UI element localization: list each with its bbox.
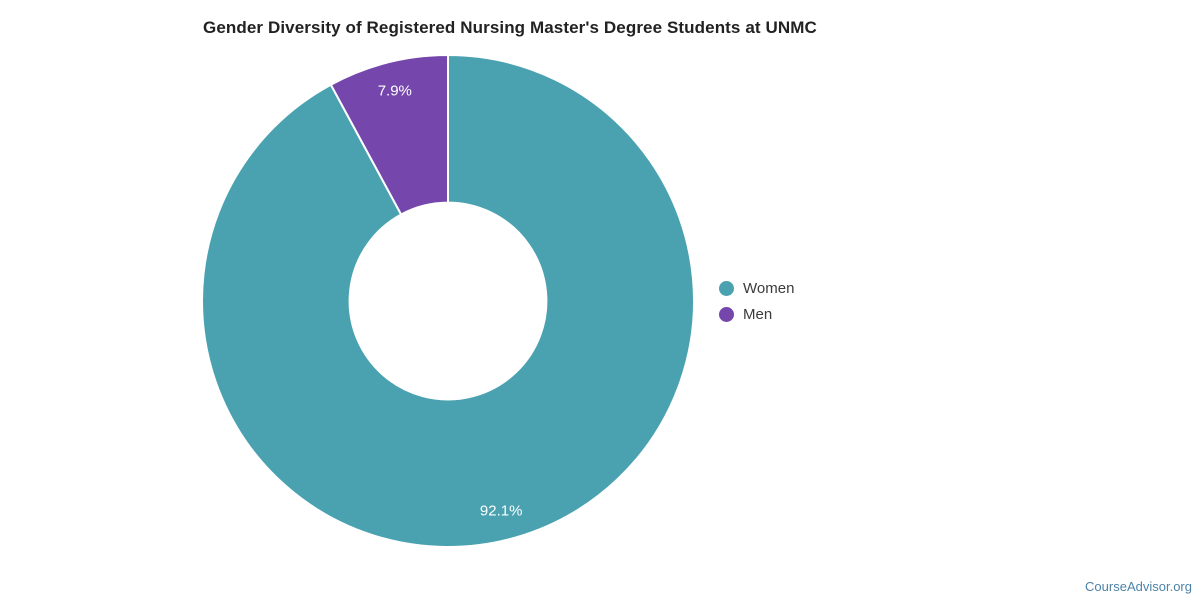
legend-label-men: Men (743, 306, 773, 323)
legend-item-men[interactable]: Men (719, 306, 794, 323)
donut-slice-men (329, 54, 449, 216)
legend-item-women[interactable]: Women (719, 280, 794, 297)
donut-slice-women (201, 54, 695, 548)
legend-swatch-women (719, 281, 734, 296)
slice-label-women: 92.1% (480, 502, 523, 519)
chart-title: Gender Diversity of Registered Nursing M… (203, 18, 817, 37)
legend: Women Men (719, 280, 794, 323)
attribution-link[interactable]: CourseAdvisor.org (1085, 579, 1192, 594)
slice-label-men: 7.9% (378, 83, 412, 100)
legend-label-women: Women (743, 280, 795, 297)
legend-swatch-men (719, 307, 734, 322)
